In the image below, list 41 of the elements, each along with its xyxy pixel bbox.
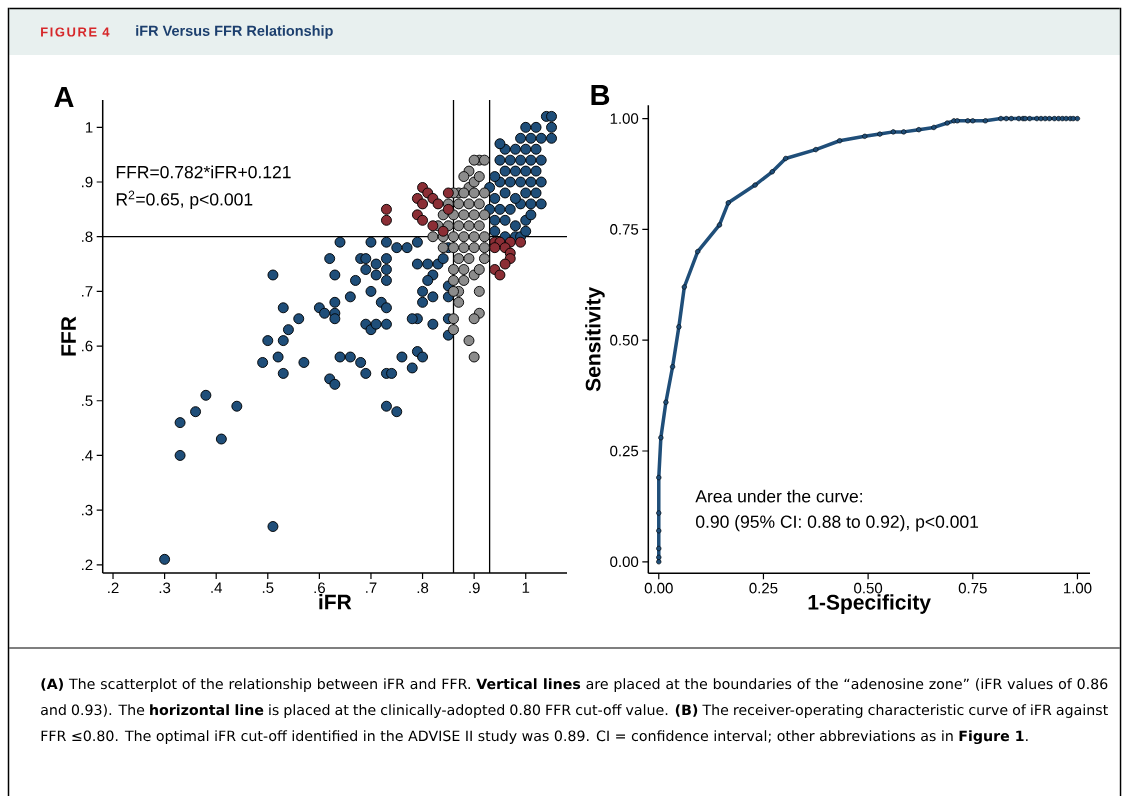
x-axis-title: 1-Specificity — [808, 594, 931, 614]
x-tick-label: 1 — [522, 582, 530, 593]
y-tick-label: .8 — [82, 231, 93, 243]
y-tick-label: .7 — [82, 286, 93, 297]
x-tick-label: 0.00 — [644, 582, 673, 594]
x-tick-label: .6 — [314, 582, 325, 594]
y-tick-label: .3 — [82, 504, 93, 516]
y-tick-label: 1.00 — [610, 113, 639, 124]
y-tick-label: .2 — [82, 559, 93, 571]
chart-title: A — [54, 87, 74, 107]
x-tick-label: .9 — [469, 582, 480, 594]
annotation: 0.90 (95% CI: 0.88 to 0.92), p<0.001 — [696, 515, 979, 532]
y-tick-label: .9 — [82, 176, 93, 188]
y-tick-label: 0.50 — [610, 334, 639, 346]
annotation: FFR=0.782*iFR+0.121 — [116, 165, 291, 179]
y-tick-label: 0.25 — [610, 445, 639, 457]
y-tick-label: .4 — [82, 450, 93, 461]
x-axis-title: iFR — [319, 594, 352, 610]
y-axis-title: FFR — [61, 316, 76, 356]
x-tick-label: 0.75 — [958, 582, 987, 594]
x-tick-label: .8 — [417, 582, 429, 594]
x-tick-label: 1.00 — [1064, 582, 1092, 594]
y-tick-label: .5 — [82, 395, 93, 406]
y-tick-label: 0.00 — [610, 556, 639, 568]
text: iFR Versus FFR Relationship — [136, 25, 333, 39]
y-tick-label: 0.75 — [610, 224, 639, 235]
x-tick-label: 0.50 — [854, 582, 883, 594]
text: (A) The scatterplot of the relationship between iFR and FFR. Vertical lines are placed at the boundaries of the “adenosine zone” (iFR values of 0.86 and 0.93). The horizontal line is placed at the clinically-adopted 0.80 FFR cut-off value. (B) The receiver-operating characteristic curve of iFR against FFR ≤0.80. The optimal iFR cut-off identified in the ADVISE II study was 0.89. CI = confidence interval; other abbreviations as in Figure 1. — [41, 678, 1108, 745]
y-tick-label: .6 — [82, 340, 93, 352]
annotation: Area under the curve: — [695, 489, 862, 503]
x-tick-label: .7 — [366, 582, 377, 593]
x-tick-label: .2 — [108, 582, 119, 594]
x-tick-label: 0.25 — [749, 582, 778, 594]
x-tick-label: .3 — [159, 582, 171, 594]
x-tick-label: .4 — [211, 582, 223, 593]
caption: FIGURE 4 — [41, 27, 110, 37]
x-tick-label: .5 — [262, 582, 274, 593]
annotation: R$^{2}$=0.65, p<0.001 — [116, 190, 253, 210]
y-tick-label: 1 — [85, 122, 93, 133]
y-axis-title: Sensitivity — [585, 286, 605, 392]
chart-title: B — [591, 85, 610, 105]
